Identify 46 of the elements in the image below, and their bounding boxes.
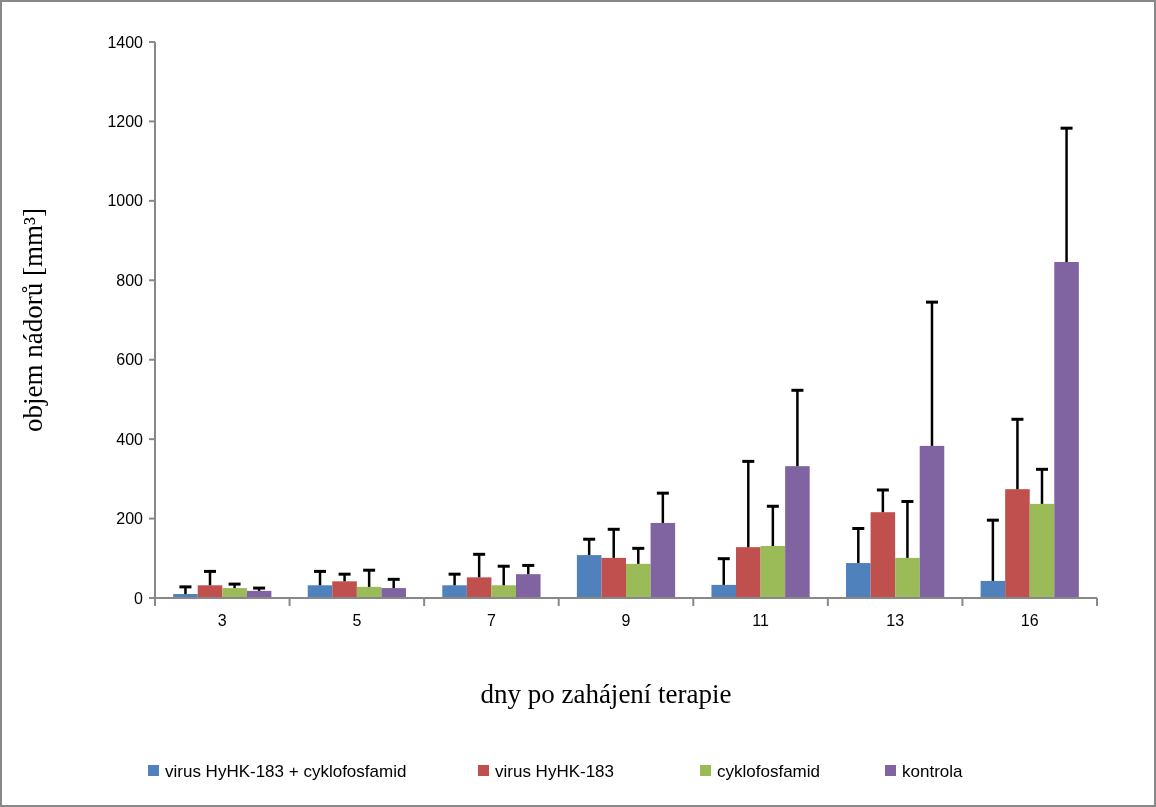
x-tick-label: 5 [352,612,362,629]
bar [626,563,651,598]
bar [846,563,871,598]
bar [870,512,896,598]
legend-label: cyklofosfamid [717,761,820,781]
x-tick-label: 3 [217,612,227,629]
y-tick-label: 200 [116,510,144,528]
bar [1005,489,1030,598]
y-tick-label: 600 [116,351,144,369]
y-tick-label: 1400 [107,33,144,51]
bar [736,547,761,598]
bar [980,580,1006,598]
legend-label: kontrola [902,761,964,781]
x-tick-label: 16 [1020,612,1039,629]
y-tick-label: 400 [116,430,144,448]
x-tick-label: 9 [621,612,631,629]
bar [197,585,223,598]
y-axis-title: objem nádorů [mm³] [18,207,48,433]
bar [919,445,945,598]
legend-label: virus HyHK-183 + cyklofosfamid [165,761,407,781]
x-axis-title: dny po zahájení terapie [480,679,732,709]
bar [381,588,406,598]
bar [442,585,467,598]
bar [760,545,786,598]
y-tick-label: 0 [134,589,144,607]
bar [307,585,333,598]
bar [222,588,247,598]
x-tick-label: 11 [752,612,769,629]
y-tick-label: 1200 [107,113,144,131]
bar [332,581,357,598]
x-tick-label: 7 [486,612,496,629]
bar [895,557,920,598]
y-tick-label: 1000 [107,192,144,210]
bar [1054,262,1079,598]
bar [601,557,626,598]
bar [491,585,516,598]
bar [711,584,737,598]
x-tick-label: 13 [886,612,905,629]
legend-label: virus HyHK-183 [495,761,615,781]
bar [650,522,676,598]
bar [515,574,541,598]
bar [466,577,492,598]
bar [1029,503,1055,598]
y-tick-label: 800 [116,271,144,289]
bar [576,555,602,598]
bar [785,466,810,598]
